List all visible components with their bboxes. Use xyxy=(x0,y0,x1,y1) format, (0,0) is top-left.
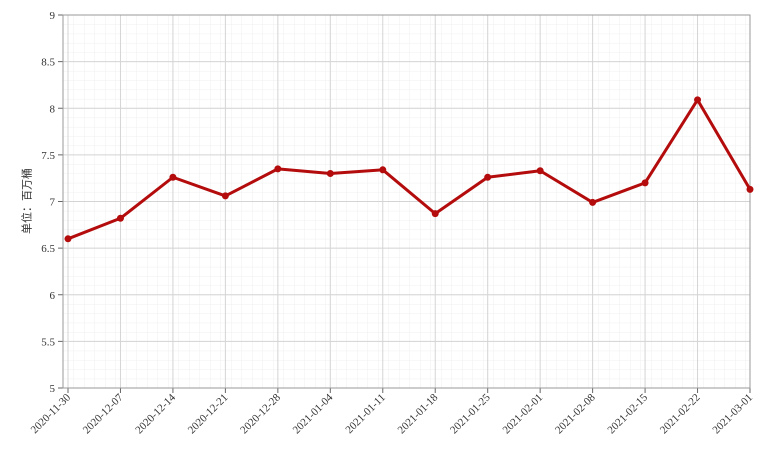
point xyxy=(326,170,334,178)
x-tick-label: 2021-01-04 xyxy=(291,391,336,436)
y-tick-label: 6.5 xyxy=(41,243,55,255)
x-tick-label: 2020-11-30 xyxy=(29,391,74,436)
point xyxy=(589,198,597,206)
x-tick-label: 2021-02-22 xyxy=(658,392,703,437)
y-tick-label: 8 xyxy=(50,103,56,115)
y-tick-label: 5 xyxy=(50,383,56,395)
point xyxy=(64,235,72,243)
point xyxy=(484,173,492,181)
point xyxy=(274,165,282,173)
x-tick-label: 2021-02-15 xyxy=(605,391,650,436)
y-tick-label: 7.5 xyxy=(41,150,55,162)
point xyxy=(536,167,544,175)
x-tick-label: 2021-02-01 xyxy=(500,392,545,437)
x-tick-label: 2021-01-11 xyxy=(343,392,387,436)
x-tick-label: 2020-12-28 xyxy=(238,391,283,436)
y-tick-label: 5.5 xyxy=(41,336,55,348)
x-tick-label: 2020-12-14 xyxy=(133,391,178,436)
point xyxy=(641,179,649,187)
point xyxy=(221,192,229,200)
x-tick-label: 2021-03-01 xyxy=(710,392,755,437)
x-tick-label: 2021-01-18 xyxy=(396,391,441,436)
point xyxy=(116,214,124,222)
x-tick-label: 2020-12-21 xyxy=(186,392,231,437)
line xyxy=(67,98,752,241)
point xyxy=(746,185,754,193)
x-tick-label: 2021-02-08 xyxy=(553,391,598,436)
point xyxy=(431,210,439,218)
x-tick-label: 2021-01-25 xyxy=(448,391,493,436)
y-tick-label: 7 xyxy=(50,197,56,209)
plot-frame xyxy=(62,14,751,389)
x-tick-label: 2020-12-07 xyxy=(81,391,126,436)
point xyxy=(169,173,177,181)
point xyxy=(694,96,702,104)
y-tick-label: 6 xyxy=(50,290,56,302)
y-tick-label: 9 xyxy=(50,10,56,22)
y-tick-label: 8.5 xyxy=(41,57,55,69)
point xyxy=(379,166,387,174)
y-axis-label: 单位：百万桶 xyxy=(20,168,34,234)
